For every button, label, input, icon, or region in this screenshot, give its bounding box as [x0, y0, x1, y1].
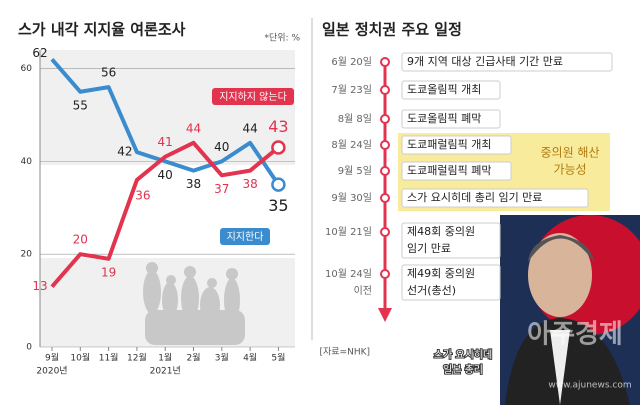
x-tick-label: 1월 [158, 352, 172, 364]
timeline-dot [380, 269, 390, 279]
value-label: 40 [158, 168, 173, 182]
value-label: 38 [242, 177, 257, 191]
event-box [401, 109, 501, 129]
y-tick-label: 60 [21, 64, 33, 74]
x-tick-label: 11월 [99, 352, 119, 364]
timeline-dot [380, 193, 390, 203]
event-box [401, 52, 613, 72]
value-label: 19 [101, 265, 116, 279]
x-tick-label: 4월 [243, 352, 257, 364]
value-label: 41 [158, 135, 173, 149]
unit: *단위: % [264, 33, 300, 44]
value-label: 37 [214, 182, 229, 196]
value-label: 36 [135, 188, 150, 202]
event-text: 도쿄패럴림픽 개최 [407, 138, 491, 151]
value-label: 38 [186, 177, 201, 191]
value-label: 42 [117, 145, 132, 159]
legend-box [212, 88, 294, 105]
end-marker [271, 177, 286, 192]
event-text: 선거(총선) [407, 284, 456, 297]
watermark: 아주경제 [527, 320, 623, 350]
watermark-url: www.ajunews.com [548, 381, 631, 391]
value-label: 43 [268, 117, 288, 136]
event-box [401, 222, 501, 259]
photo [500, 215, 640, 405]
value-label: 40 [214, 140, 229, 154]
people-silhouette [143, 262, 245, 345]
timeline-dot [380, 114, 390, 124]
event-date: 10월 24일 [325, 268, 372, 280]
end-marker [271, 140, 286, 155]
timeline-arrow [378, 308, 392, 322]
event-date: 7월 23일 [331, 84, 372, 96]
legend-label: 지지한다 [227, 231, 264, 243]
note: 중의원 해산 [540, 146, 599, 160]
legend-label: 지지하지 않는다 [219, 90, 287, 103]
event-text: 도쿄올림픽 개최 [407, 83, 481, 96]
timeline-dot [380, 85, 390, 95]
event-text: 도쿄올림픽 폐막 [407, 112, 481, 125]
event-date: 8월 24일 [331, 139, 372, 151]
x-tick-label: 5월 [271, 352, 285, 364]
year-label: 2020년 [36, 366, 67, 377]
event-text: 도쿄패럴림픽 폐막 [407, 164, 491, 177]
event-text: 제49회 중의원 [407, 267, 475, 280]
value-label: 20 [73, 233, 88, 247]
photo-caption: 스가 요시히데 [434, 349, 492, 361]
value-label: 55 [73, 98, 88, 112]
y-tick-label: 20 [21, 250, 33, 260]
value-label: 44 [242, 121, 257, 135]
value-label: 35 [268, 196, 288, 215]
value-label: 13 [32, 279, 47, 293]
event-box [401, 80, 501, 100]
source: [자료=NHK] [319, 347, 370, 358]
timeline-dot [380, 57, 390, 67]
event-box [401, 135, 512, 155]
value-label: 44 [186, 121, 201, 135]
event-box [401, 161, 512, 181]
event-text: 스가 요시히데 총리 임기 만료 [407, 190, 542, 204]
x-tick-label: 3월 [215, 352, 229, 364]
event-date: 10월 21일 [325, 226, 372, 238]
x-tick-label: 9월 [45, 352, 59, 364]
x-tick-label: 12월 [127, 352, 147, 364]
event-box [401, 264, 501, 301]
series-line [50, 57, 281, 186]
event-date: 6월 20일 [331, 56, 372, 68]
timeline-title: 일본 정치권 주요 일정 [322, 21, 462, 39]
timeline-dot [380, 227, 390, 237]
y-tick-label: 0 [26, 343, 32, 353]
event-date: 9월 5일 [338, 165, 372, 177]
timeline-dot [380, 166, 390, 176]
x-tick-label: 10월 [70, 352, 90, 364]
event-date: 9월 30일 [331, 192, 372, 204]
event-text: 임기 만료 [407, 242, 451, 255]
legend-box [220, 228, 270, 245]
chart-title: 스가 내각 지지율 여론조사 [18, 21, 186, 39]
value-label: 62 [32, 46, 47, 60]
year-label: 2021년 [150, 366, 181, 377]
x-tick-label: 2월 [186, 352, 200, 364]
y-tick-label: 40 [21, 157, 33, 167]
series-line [50, 140, 280, 288]
photo-caption: 일본 총리 [443, 364, 483, 376]
event-date: 이전 [354, 285, 372, 297]
timeline-dot [380, 140, 390, 150]
event-box [401, 188, 589, 208]
event-date: 8월 8일 [338, 113, 372, 125]
value-label: 56 [101, 66, 116, 80]
note: 가능성 [553, 163, 586, 177]
event-text: 제48회 중의원 [407, 225, 475, 238]
event-text: 9개 지역 대상 긴급사태 기간 만료 [407, 55, 563, 68]
